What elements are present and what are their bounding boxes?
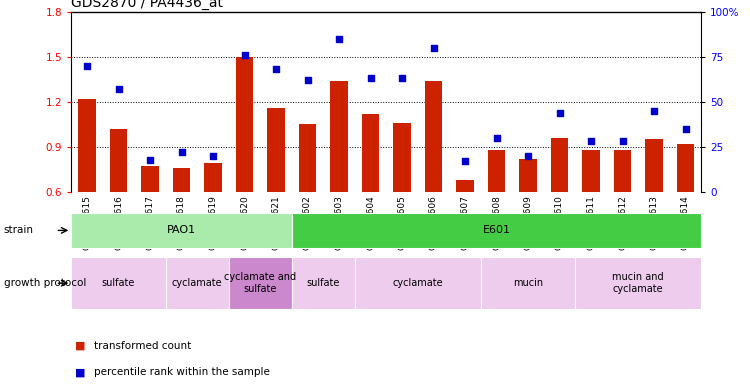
Text: GSM208612: GSM208612 — [618, 195, 627, 250]
Point — [648, 108, 660, 114]
Text: GSM208615: GSM208615 — [82, 195, 92, 250]
Bar — [267, 108, 285, 192]
Text: GSM208616: GSM208616 — [114, 195, 123, 250]
Text: GSM208619: GSM208619 — [209, 195, 218, 250]
Point — [176, 149, 188, 156]
Text: GSM208613: GSM208613 — [650, 195, 658, 250]
Text: GSM208621: GSM208621 — [272, 195, 280, 250]
Bar — [481, 257, 575, 309]
Text: sulfate: sulfate — [307, 278, 340, 288]
Text: GSM208602: GSM208602 — [303, 195, 312, 250]
Text: E601: E601 — [482, 225, 511, 235]
Bar — [330, 81, 348, 192]
Text: ■: ■ — [75, 367, 86, 377]
Bar — [488, 150, 506, 192]
Bar — [575, 257, 701, 309]
Point — [616, 138, 628, 144]
Bar — [519, 159, 537, 192]
Point — [585, 138, 597, 144]
Text: cyclamate: cyclamate — [392, 278, 443, 288]
Text: GSM208607: GSM208607 — [460, 195, 470, 250]
Text: GDS2870 / PA4436_at: GDS2870 / PA4436_at — [71, 0, 224, 10]
Point — [522, 153, 534, 159]
Text: GSM208610: GSM208610 — [555, 195, 564, 250]
Bar — [645, 139, 663, 192]
Point — [554, 109, 566, 116]
Bar — [582, 150, 600, 192]
Bar — [355, 257, 481, 309]
Text: GSM208614: GSM208614 — [681, 195, 690, 250]
Text: ■: ■ — [75, 341, 86, 351]
Text: strain: strain — [4, 225, 34, 235]
Point — [490, 135, 502, 141]
Text: mucin and
cyclamate: mucin and cyclamate — [613, 272, 664, 294]
Text: cyclamate: cyclamate — [172, 278, 223, 288]
Text: GSM208605: GSM208605 — [398, 195, 406, 250]
Bar — [456, 180, 474, 192]
Bar — [71, 213, 292, 248]
Bar — [141, 166, 159, 192]
Text: GSM208606: GSM208606 — [429, 195, 438, 250]
Text: GSM208611: GSM208611 — [586, 195, 596, 250]
Bar — [110, 129, 128, 192]
Point — [81, 63, 93, 69]
Point — [112, 86, 125, 92]
Bar — [166, 257, 229, 309]
Text: mucin: mucin — [513, 278, 543, 288]
Point — [144, 156, 156, 162]
Bar — [424, 81, 442, 192]
Bar — [550, 138, 568, 192]
Text: GSM208617: GSM208617 — [146, 195, 154, 250]
Bar — [229, 257, 292, 309]
Point — [364, 75, 376, 81]
Bar — [292, 257, 355, 309]
Bar — [292, 213, 701, 248]
Bar — [78, 99, 96, 192]
Bar — [614, 150, 632, 192]
Point — [459, 158, 471, 164]
Bar — [204, 164, 222, 192]
Bar — [298, 124, 316, 192]
Point — [207, 153, 219, 159]
Point — [333, 36, 345, 42]
Text: transformed count: transformed count — [94, 341, 191, 351]
Text: GSM208609: GSM208609 — [524, 195, 532, 250]
Text: cyclamate and
sulfate: cyclamate and sulfate — [224, 272, 296, 294]
Text: GSM208618: GSM208618 — [177, 195, 186, 250]
Text: percentile rank within the sample: percentile rank within the sample — [94, 367, 270, 377]
Point — [396, 75, 408, 81]
Point — [302, 77, 313, 83]
Text: sulfate: sulfate — [102, 278, 135, 288]
Point — [680, 126, 692, 132]
Text: GSM208608: GSM208608 — [492, 195, 501, 250]
Text: GSM208603: GSM208603 — [334, 195, 344, 250]
Bar — [172, 168, 190, 192]
Point — [238, 52, 250, 58]
Text: GSM208604: GSM208604 — [366, 195, 375, 250]
Point — [427, 45, 439, 51]
Text: PAO1: PAO1 — [167, 225, 196, 235]
Text: growth protocol: growth protocol — [4, 278, 86, 288]
Text: GSM208620: GSM208620 — [240, 195, 249, 250]
Bar — [393, 123, 411, 192]
Bar — [676, 144, 694, 192]
Bar — [236, 56, 254, 192]
Bar — [71, 257, 166, 309]
Bar — [362, 114, 380, 192]
Point — [270, 66, 282, 72]
